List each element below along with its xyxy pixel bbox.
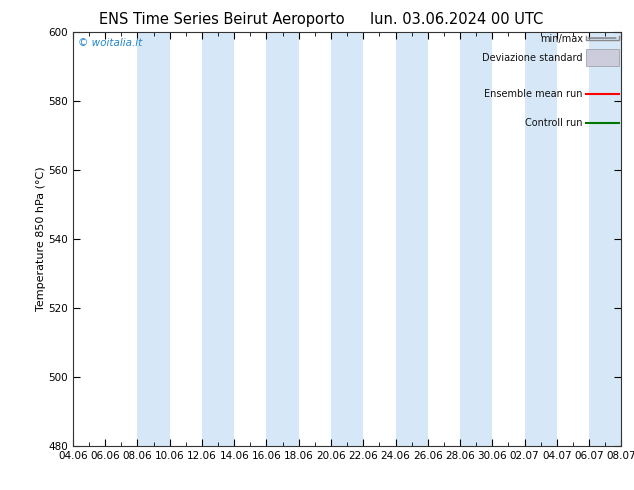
Text: Ensemble mean run: Ensemble mean run <box>484 89 583 98</box>
Bar <box>396 32 428 446</box>
Y-axis label: Temperature 850 hPa (°C): Temperature 850 hPa (°C) <box>36 167 46 311</box>
Text: © woitalia.it: © woitalia.it <box>79 38 143 48</box>
Text: Deviazione standard: Deviazione standard <box>482 52 583 63</box>
Text: ENS Time Series Beirut Aeroporto: ENS Time Series Beirut Aeroporto <box>99 12 345 27</box>
Bar <box>266 32 299 446</box>
Bar <box>589 32 621 446</box>
Bar <box>524 32 557 446</box>
FancyBboxPatch shape <box>586 49 619 66</box>
Bar <box>202 32 234 446</box>
Bar <box>460 32 492 446</box>
Bar <box>138 32 170 446</box>
Text: min/max: min/max <box>540 34 583 44</box>
Text: Controll run: Controll run <box>526 119 583 128</box>
Text: lun. 03.06.2024 00 UTC: lun. 03.06.2024 00 UTC <box>370 12 543 27</box>
Bar <box>331 32 363 446</box>
